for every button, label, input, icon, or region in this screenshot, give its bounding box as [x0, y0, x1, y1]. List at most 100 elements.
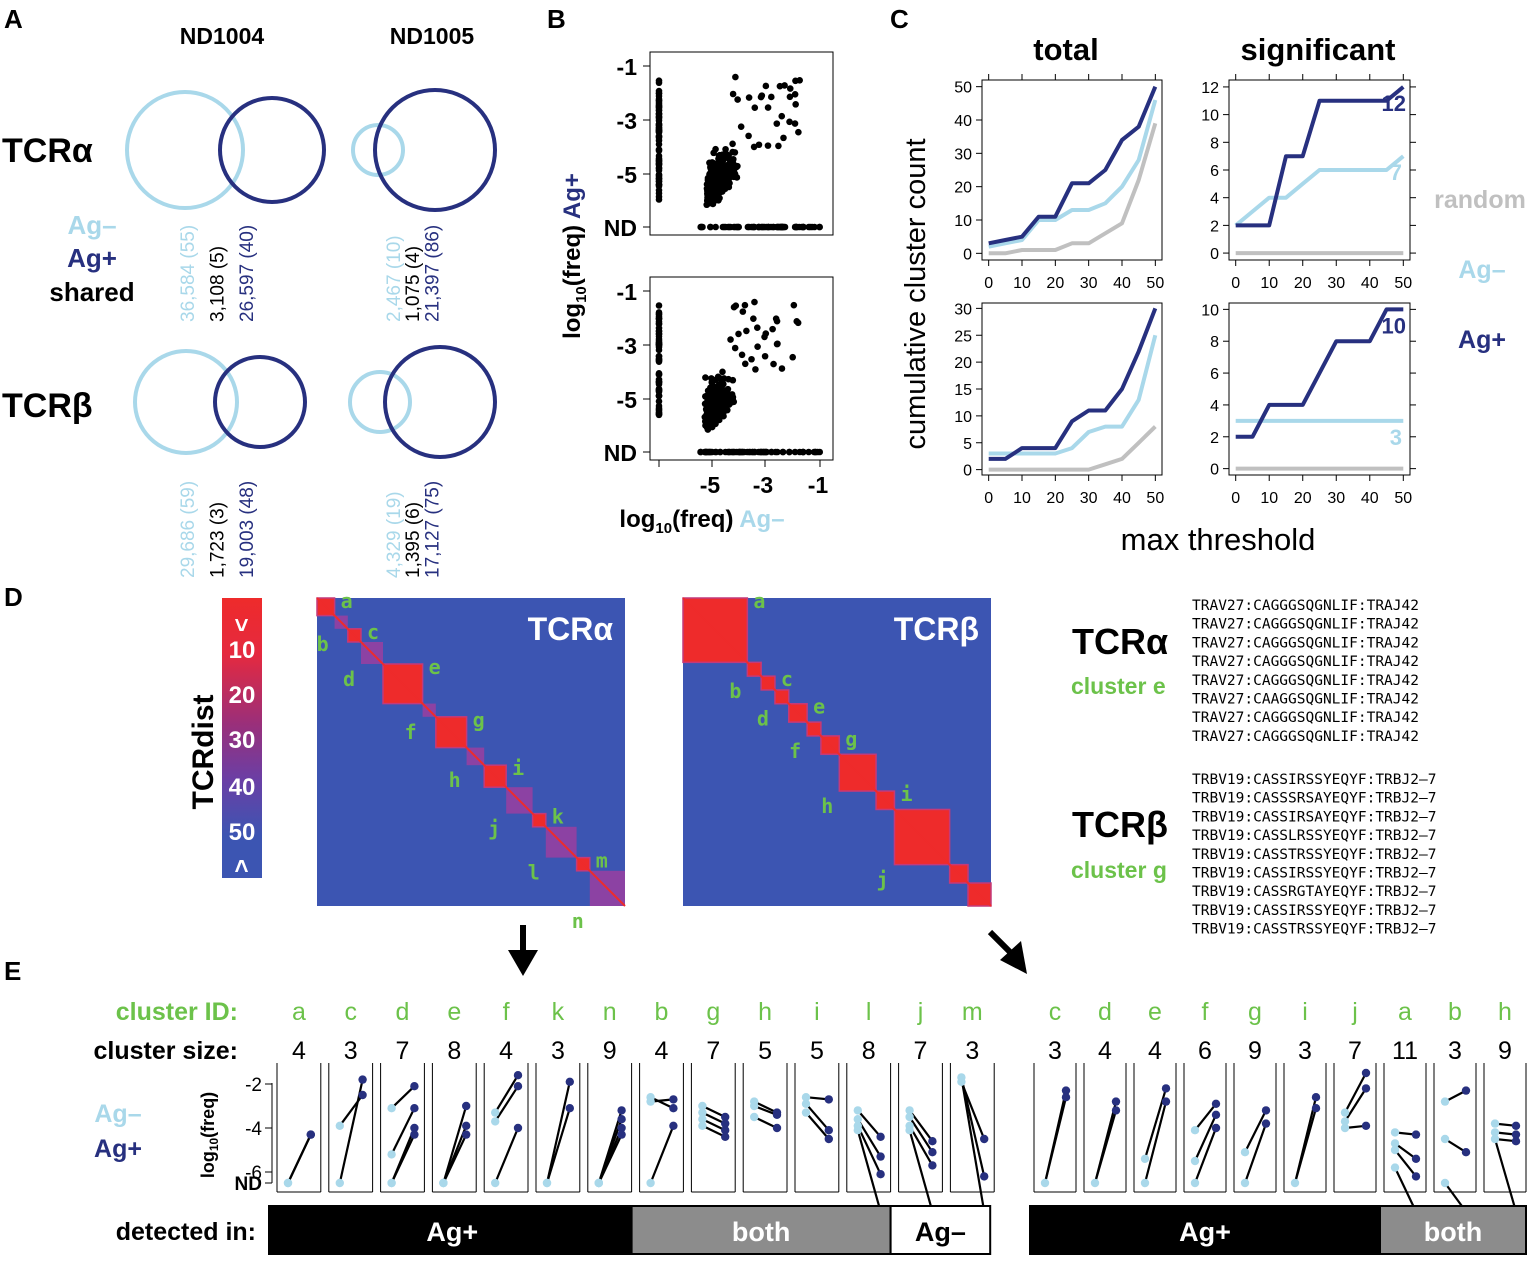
donor-label-nd1004: ND1004 — [180, 23, 265, 49]
ag-pos-point — [1311, 1104, 1321, 1113]
mini-panel-frame — [1233, 1063, 1276, 1193]
scatter-point — [792, 77, 799, 85]
scatter-point — [655, 77, 663, 84]
ag-neg-point — [1390, 1145, 1400, 1155]
scatter-point — [655, 302, 663, 309]
ag-pos-point — [1111, 1097, 1121, 1106]
freq-ytick-label: ND — [235, 1174, 262, 1195]
cluster-id: d — [1098, 998, 1112, 1026]
pair-line — [1244, 1109, 1267, 1153]
scatter-point — [655, 156, 663, 164]
cluster-id-row-label: cluster ID: — [116, 998, 238, 1026]
scatter-point — [793, 318, 801, 325]
scatter-point — [745, 132, 752, 140]
sequence-text: TRBV19:CASSIRSSYEQYF:TRBJ2–7 — [1192, 866, 1436, 882]
ag-pos-point — [928, 1161, 937, 1170]
scatter-point — [725, 166, 732, 174]
cluster-letter: h — [821, 794, 833, 818]
linechart-xtick-label: 50 — [1146, 275, 1164, 292]
ag-neg-point — [1040, 1178, 1050, 1188]
venn-circle-ag-neg — [125, 90, 245, 210]
sequence-text: TRAV27:CAGGGSQGNLIF:TRAJ42 — [1192, 654, 1419, 670]
mini-panel-frame — [1383, 1063, 1426, 1193]
cluster-size: 5 — [810, 1037, 824, 1065]
ag-pos-point — [513, 1082, 523, 1091]
scatter-point — [655, 178, 663, 185]
scatter-point — [712, 166, 720, 173]
mini-panel-frame — [1083, 1063, 1126, 1193]
ag-pos-point — [1461, 1148, 1471, 1157]
scatter-xlabel: log10(freq) Ag– — [619, 506, 784, 537]
heatmap-diagonal — [682, 597, 992, 907]
panel-label-c: C — [890, 4, 909, 34]
cluster-size: 7 — [396, 1037, 410, 1065]
ag-neg-point — [283, 1178, 293, 1188]
ag-pos-point — [721, 1132, 730, 1142]
scatter-point — [702, 374, 709, 381]
pair-line — [805, 1103, 830, 1131]
cluster-size: 8 — [447, 1037, 461, 1065]
ag-neg-point — [853, 1106, 862, 1115]
scatter-point — [655, 110, 663, 117]
cluster-size-row-label: cluster size: — [93, 1037, 238, 1065]
scatter-ytick-label: -5 — [617, 387, 638, 413]
pair-line — [390, 1134, 416, 1184]
linechart-xtick-label: 50 — [1146, 490, 1164, 507]
scatter-ytick-label: -1 — [617, 54, 638, 80]
venn-count-shared: 1,723 (3) — [207, 502, 228, 578]
ag-neg-point — [1440, 1134, 1450, 1144]
series-line-ag-neg — [988, 99, 1158, 249]
venn-count-ag-neg: 2,467 (10) — [384, 235, 405, 322]
scatter-point — [709, 413, 717, 420]
linechart-ytick-label: 0 — [963, 246, 972, 263]
ag-neg-point — [1340, 1117, 1350, 1126]
scatter-ytick-label: ND — [604, 440, 637, 466]
panel-label-e: E — [4, 956, 21, 986]
sequence-text: TRAV27:CAGGGSQGNLIF:TRAJ42 — [1192, 617, 1419, 633]
scatter-point — [655, 140, 663, 148]
pair-line — [494, 1127, 520, 1184]
scatter-point — [711, 400, 718, 408]
scatter-point — [725, 448, 733, 456]
linechart-ytick-label: 10 — [954, 409, 972, 426]
cluster-id: m — [962, 998, 983, 1026]
linechart-ytick-label: 8 — [1210, 334, 1219, 351]
pair-line — [1194, 1103, 1217, 1131]
pair-line — [442, 1134, 468, 1184]
linechart-ytick-label: 10 — [1201, 108, 1219, 125]
detected-band-label: Ag+ — [426, 1217, 478, 1247]
cluster-frequency-panels: a 4 c 3 d 7 e 8 f 4 k 3 n 9 b 4 g 7 h 5 i 5 l 8 j 7 m 3 Ag+ both Ag– c 3… — [268, 998, 1527, 1255]
pair-line — [1293, 1107, 1318, 1184]
scatter-point — [791, 91, 799, 98]
scatter-point — [729, 140, 736, 148]
pair-line — [1193, 1127, 1218, 1184]
ag-neg-point — [1390, 1163, 1400, 1172]
cluster-size: 3 — [344, 1037, 358, 1065]
cluster-size: 7 — [706, 1037, 720, 1065]
scatter-point — [712, 223, 719, 231]
pair-line — [390, 1107, 416, 1155]
scatter-point — [760, 223, 767, 231]
mini-panel-frame — [535, 1063, 580, 1193]
venn-count-ag-neg: 4,329 (19) — [384, 491, 405, 578]
ag-pos-point — [1361, 1068, 1371, 1078]
pair-line — [908, 1125, 934, 1166]
cluster-id: g — [706, 998, 720, 1026]
freq-ylabel: log10(freq) — [198, 1092, 221, 1178]
pair-line — [545, 1107, 571, 1184]
ag-pos-point — [1511, 1130, 1521, 1139]
mini-panel-frame — [1033, 1063, 1076, 1193]
scatter-point — [778, 223, 786, 231]
venn-count-shared: 1,395 (6) — [403, 502, 424, 578]
series-line-ag-neg — [1234, 154, 1405, 227]
scatter-point — [775, 142, 782, 150]
mini-panel-frame — [690, 1063, 736, 1193]
linechart-xtick-label: 0 — [984, 490, 993, 507]
scatter-point — [655, 87, 663, 95]
cluster-id: k — [552, 998, 565, 1026]
sequence-text: TRAV27:CAGGGSQGNLIF:TRAJ42 — [1192, 729, 1419, 745]
sequence-text: TRAV27:CAGGGSQGNLIF:TRAJ42 — [1192, 598, 1419, 614]
ag-pos-point — [669, 1104, 678, 1113]
scatter-point — [655, 356, 663, 364]
